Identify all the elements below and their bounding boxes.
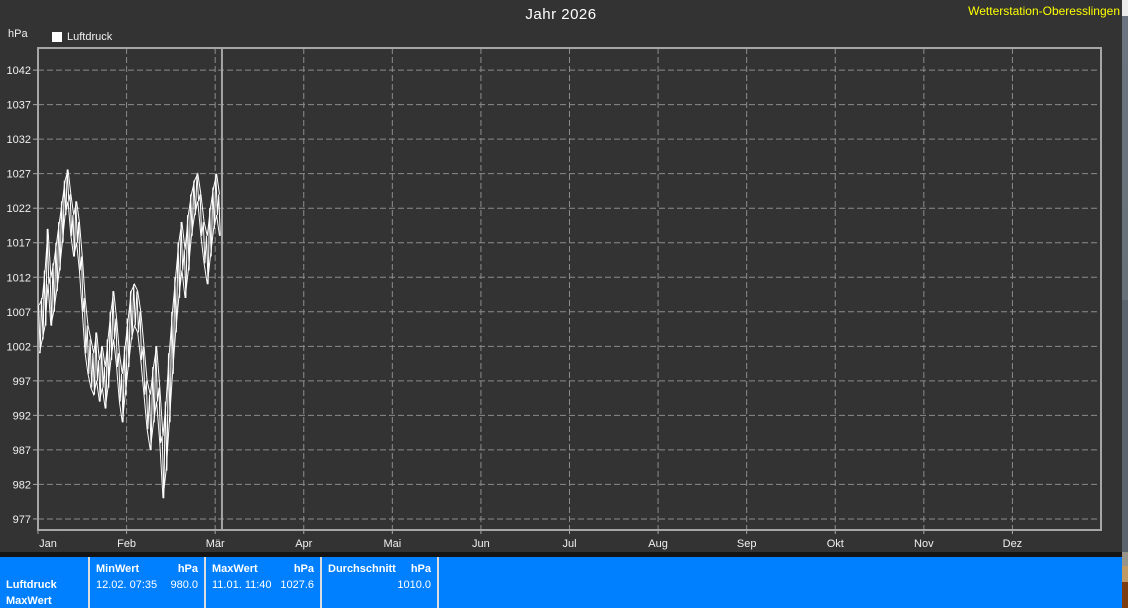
durchschnitt-unit: hPa: [410, 563, 431, 575]
maxwert-unit: hPa: [293, 563, 314, 575]
maxwert-datetime: 11.01. 11:40: [212, 579, 272, 591]
pressure-max-line: [38, 169, 220, 437]
maxwert-value: 1027.6: [280, 579, 314, 591]
x-tick-label: Apr: [295, 538, 312, 550]
minwert-datetime: 12.02. 07:35: [96, 579, 158, 591]
statusbar-divider: [320, 557, 322, 608]
legend-swatch-icon: [52, 32, 62, 42]
x-tick-label: Nov: [914, 538, 934, 550]
status-cell-minwert: MinWert hPa 12.02. 07:35 980.0: [90, 557, 204, 608]
minwert-value: 980.0: [170, 579, 198, 591]
minwert-unit: hPa: [177, 563, 198, 575]
maxwert-header: MaxWert: [212, 563, 258, 575]
x-tick-label: Mai: [383, 538, 401, 550]
minwert-header: MinWert: [96, 563, 140, 575]
x-tick-label: Feb: [117, 538, 136, 550]
y-tick-label: 977: [13, 514, 31, 526]
x-tick-label: Jul: [562, 538, 576, 550]
y-tick-label: 1002: [7, 341, 31, 353]
y-tick-label: 982: [13, 479, 31, 491]
desktop-edge-strip: [1122, 0, 1128, 608]
y-tick-label: 1042: [7, 65, 31, 77]
statusbar-divider: [88, 557, 90, 608]
status-cell-durchschnitt: Durchschnitt hPa 1010.0: [322, 557, 437, 608]
y-tick-label: 1027: [7, 169, 31, 181]
y-axis-unit-label: hPa: [8, 28, 28, 40]
pressure-min-line: [38, 201, 220, 499]
y-tick-label: 1032: [7, 134, 31, 146]
x-tick-label: Dez: [1003, 538, 1023, 550]
x-tick-label: Okt: [827, 538, 844, 550]
x-tick-label: Jun: [472, 538, 490, 550]
status-cell-maxwert: MaxWert hPa 11.01. 11:40 1027.6: [206, 557, 320, 608]
durchschnitt-header: Durchschnitt: [328, 563, 396, 575]
measurement-label: Luftdruck: [6, 579, 57, 591]
status-cell-measurement[interactable]: Luftdruck MaxWert: [0, 557, 88, 608]
statusbar-divider: [437, 557, 439, 608]
y-tick-label: 997: [13, 376, 31, 388]
y-tick-label: 1007: [7, 307, 31, 319]
statusbar-top-border: [0, 552, 1122, 557]
x-tick-label: Sep: [737, 538, 757, 550]
y-tick-label: 1017: [7, 238, 31, 250]
y-tick-label: 987: [13, 445, 31, 457]
station-label: Wetterstation-Oberesslingen: [968, 4, 1120, 18]
status-bar: Luftdruck MaxWert MinWert hPa 12.02. 07:…: [0, 557, 1122, 608]
plot-border: [37, 47, 1102, 531]
durchschnitt-value: 1010.0: [397, 579, 431, 591]
page-title: Jahr 2026: [525, 6, 597, 23]
legend-label: Luftdruck: [67, 31, 113, 43]
legend: Luftdruck: [52, 31, 112, 43]
y-tick-label: 1012: [7, 272, 31, 284]
next-measurement-label: MaxWert: [6, 595, 52, 607]
y-tick-label: 1037: [7, 100, 31, 112]
x-tick-label: Aug: [648, 538, 668, 550]
y-tick-label: 1022: [7, 203, 31, 215]
x-tick-label: Jan: [39, 538, 57, 550]
x-tick-label: Mär: [206, 538, 225, 550]
statusbar-divider: [204, 557, 206, 608]
y-tick-label: 992: [13, 410, 31, 422]
pressure-band: [38, 169, 221, 499]
